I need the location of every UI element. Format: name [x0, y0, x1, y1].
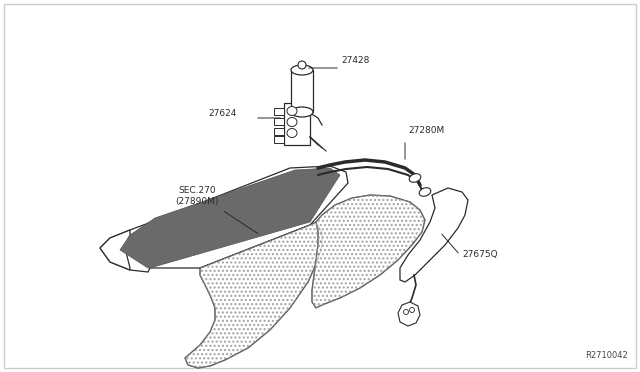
Text: 27280M: 27280M: [408, 126, 444, 135]
Ellipse shape: [287, 128, 297, 138]
Ellipse shape: [409, 174, 421, 182]
Text: 27428: 27428: [341, 56, 369, 65]
Text: (27890M): (27890M): [175, 197, 218, 206]
Text: 27624: 27624: [208, 109, 236, 119]
Polygon shape: [312, 195, 425, 308]
Polygon shape: [398, 302, 420, 326]
Bar: [284, 103, 310, 145]
Text: R2710042: R2710042: [585, 351, 628, 360]
Polygon shape: [120, 168, 340, 268]
Bar: [274, 118, 284, 125]
Polygon shape: [100, 166, 348, 272]
Ellipse shape: [419, 188, 431, 196]
Bar: [274, 128, 284, 135]
Ellipse shape: [287, 106, 297, 115]
Bar: [291, 70, 313, 112]
Polygon shape: [185, 222, 322, 368]
Text: SEC.270: SEC.270: [178, 186, 216, 195]
Ellipse shape: [410, 308, 415, 312]
Ellipse shape: [298, 61, 306, 69]
Text: 27675Q: 27675Q: [462, 250, 498, 260]
Ellipse shape: [287, 118, 297, 126]
Polygon shape: [400, 188, 468, 282]
Ellipse shape: [291, 65, 313, 75]
Polygon shape: [100, 230, 130, 270]
Bar: [274, 136, 284, 143]
Bar: [274, 108, 284, 115]
Ellipse shape: [403, 310, 408, 314]
Ellipse shape: [291, 107, 313, 117]
